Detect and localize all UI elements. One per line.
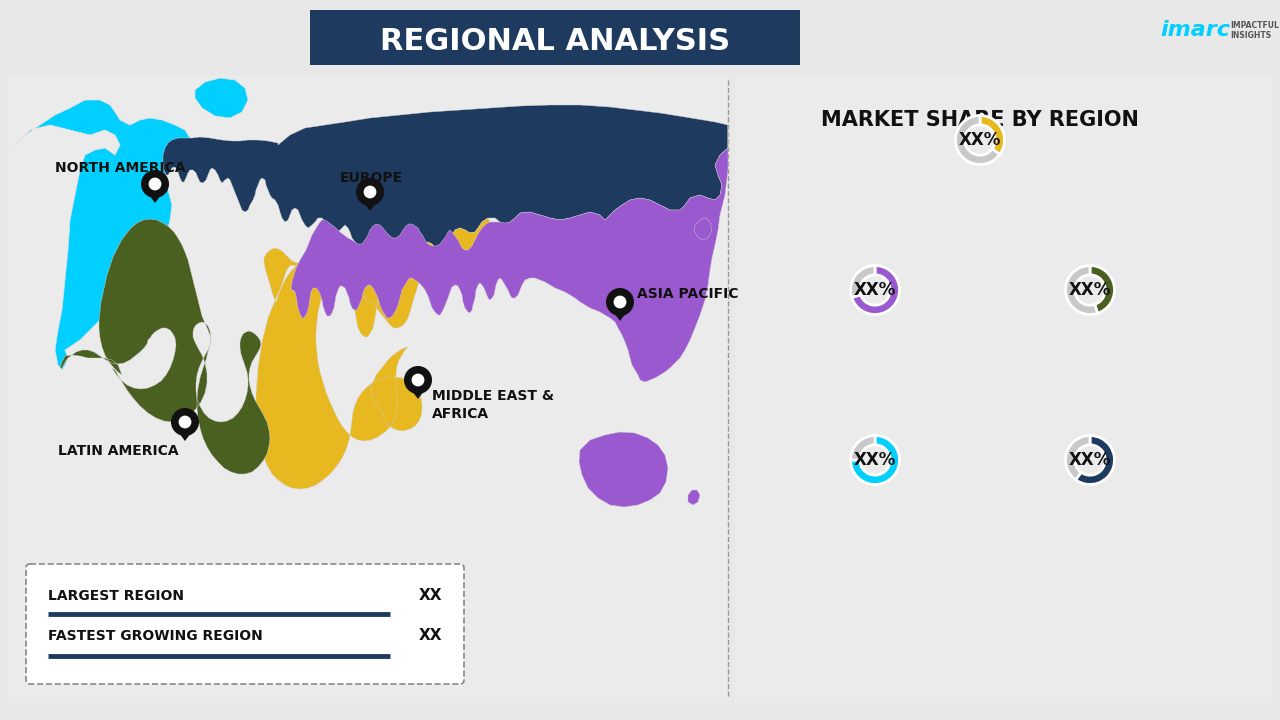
Text: INSIGHTS: INSIGHTS	[1230, 32, 1271, 40]
Circle shape	[148, 178, 161, 190]
Polygon shape	[259, 143, 280, 157]
Text: XX%: XX%	[1069, 281, 1111, 299]
Wedge shape	[956, 115, 1000, 164]
Text: MIDDLE EAST &: MIDDLE EAST &	[433, 389, 554, 403]
Text: EUROPE: EUROPE	[340, 171, 403, 185]
Text: XX%: XX%	[854, 451, 896, 469]
Polygon shape	[256, 218, 495, 489]
Circle shape	[179, 415, 192, 428]
Text: AFRICA: AFRICA	[433, 407, 489, 421]
Wedge shape	[850, 266, 876, 297]
FancyBboxPatch shape	[735, 75, 1272, 703]
Text: XX%: XX%	[1069, 451, 1111, 469]
Polygon shape	[174, 427, 196, 441]
Polygon shape	[145, 189, 165, 203]
Wedge shape	[1065, 266, 1097, 315]
FancyBboxPatch shape	[8, 75, 728, 703]
Wedge shape	[980, 115, 1005, 154]
Wedge shape	[851, 266, 900, 315]
FancyBboxPatch shape	[26, 564, 465, 684]
Circle shape	[364, 186, 376, 199]
Text: XX: XX	[419, 588, 442, 603]
FancyBboxPatch shape	[310, 10, 800, 65]
Circle shape	[141, 170, 169, 198]
Text: LARGEST REGION: LARGEST REGION	[49, 589, 184, 603]
Wedge shape	[850, 436, 900, 485]
Text: imarc: imarc	[1160, 20, 1230, 40]
Text: XX%: XX%	[854, 281, 896, 299]
Circle shape	[172, 408, 198, 436]
Text: XX%: XX%	[959, 131, 1001, 149]
Circle shape	[605, 288, 634, 316]
Polygon shape	[407, 385, 429, 399]
Polygon shape	[291, 125, 728, 382]
Polygon shape	[195, 78, 248, 118]
Wedge shape	[850, 436, 876, 460]
Circle shape	[404, 366, 433, 394]
Text: NORTH AMERICA: NORTH AMERICA	[55, 161, 186, 175]
Polygon shape	[60, 219, 270, 474]
Polygon shape	[163, 105, 728, 258]
Text: MARKET SHARE BY REGION: MARKET SHARE BY REGION	[820, 110, 1139, 130]
Circle shape	[412, 374, 425, 387]
Polygon shape	[15, 100, 189, 370]
Text: FASTEST GROWING REGION: FASTEST GROWING REGION	[49, 629, 262, 643]
Polygon shape	[579, 432, 668, 507]
Text: LATIN AMERICA: LATIN AMERICA	[58, 444, 179, 458]
Wedge shape	[1091, 266, 1115, 313]
Wedge shape	[1075, 436, 1115, 485]
Polygon shape	[689, 490, 700, 505]
Circle shape	[613, 296, 626, 308]
Text: REGIONAL ANALYSIS: REGIONAL ANALYSIS	[380, 27, 730, 56]
Polygon shape	[694, 218, 712, 240]
Circle shape	[356, 178, 384, 206]
Text: ASIA PACIFIC: ASIA PACIFIC	[637, 287, 739, 301]
Polygon shape	[360, 197, 380, 211]
Wedge shape	[1065, 436, 1091, 480]
Text: IMPACTFUL: IMPACTFUL	[1230, 22, 1279, 30]
Polygon shape	[609, 307, 630, 321]
Text: XX: XX	[419, 629, 442, 644]
